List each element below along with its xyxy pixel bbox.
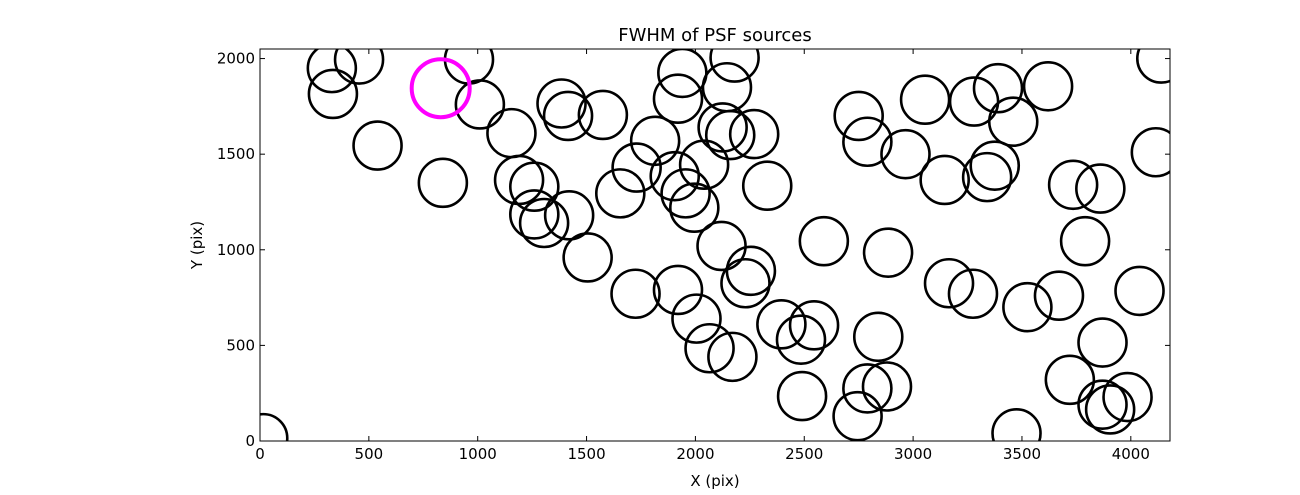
- psf-source-point: [919, 154, 970, 206]
- psf-source-point: [899, 74, 951, 125]
- psf-source-point: [417, 157, 469, 209]
- psf-source-point: [611, 142, 662, 193]
- y-tick-label: 1000: [217, 241, 255, 259]
- x-tick-label: 2500: [785, 445, 823, 463]
- psf-source-point: [741, 160, 793, 212]
- psf-source-point: [649, 150, 701, 202]
- psf-source-point: [1084, 384, 1136, 435]
- psf-source-point: [577, 89, 629, 141]
- psf-source-point: [652, 264, 704, 316]
- psf-source-point: [1077, 317, 1128, 368]
- psf-source-point: [775, 314, 827, 365]
- psf-source-point: [788, 300, 840, 351]
- psf-source-point: [1075, 163, 1126, 214]
- chart-title: FWHM of PSF sources: [618, 25, 812, 46]
- psf-source-point: [852, 311, 904, 363]
- psf-source-point: [1130, 126, 1170, 178]
- x-axis-label: X (pix): [690, 472, 739, 490]
- psf-source-point: [678, 139, 730, 190]
- psf-source-point: [923, 257, 975, 309]
- psf-source-point: [352, 120, 403, 171]
- psf-source-point: [880, 128, 931, 180]
- psf-source-point: [969, 140, 1021, 191]
- psf-source-point: [684, 322, 735, 374]
- plot-frame: [259, 48, 1171, 442]
- psf-source-point: [696, 220, 747, 272]
- psf-source-point: [704, 109, 756, 161]
- psf-source-point: [671, 293, 722, 344]
- psf-source-point: [991, 408, 1042, 441]
- psf-source-point: [660, 168, 711, 219]
- psf-source-point: [610, 268, 661, 320]
- psf-source-point: [652, 73, 704, 125]
- psf-source-point: [862, 227, 914, 278]
- highlighted-source-point: [409, 57, 472, 120]
- x-tick-label: 3000: [894, 445, 932, 463]
- psf-source-point: [307, 68, 359, 120]
- psf-source-point: [1022, 60, 1074, 112]
- psf-source-point: [842, 116, 893, 168]
- psf-source-point: [707, 331, 758, 383]
- psf-source-point: [629, 115, 681, 167]
- psf-source-point: [543, 190, 595, 241]
- psf-source-point: [832, 390, 883, 441]
- axis-ticks: 0 500 1000 1500 2000 2500 3000 3500 4000 0 500 1000…: [217, 49, 1170, 463]
- y-tick-label: 500: [226, 336, 255, 354]
- x-tick-label: 500: [355, 445, 384, 463]
- psf-source-point: [260, 412, 289, 441]
- psf-source-point: [1077, 379, 1128, 430]
- psf-source-point: [756, 299, 807, 350]
- psf-source-point: [594, 168, 646, 219]
- psf-source-point: [709, 49, 760, 83]
- y-axis-label: Y (pix): [188, 221, 206, 270]
- psf-source-point: [728, 108, 780, 160]
- psf-source-point: [1047, 159, 1099, 211]
- psf-source-point: [776, 370, 828, 422]
- psf-source-point: [562, 232, 613, 283]
- psf-source-point: [518, 197, 570, 249]
- psf-source-point: [1044, 354, 1096, 406]
- x-tick-label: 3500: [1003, 445, 1041, 463]
- psf-source-point: [669, 182, 720, 234]
- psf-source-point: [720, 257, 771, 309]
- psf-source-point: [833, 90, 884, 142]
- psf-source-point: [842, 363, 893, 414]
- psf-source-point: [542, 90, 594, 142]
- x-tick-label: 1500: [567, 445, 605, 463]
- psf-source-point: [1059, 215, 1111, 267]
- psf-source-point: [1135, 49, 1170, 84]
- x-tick-label: 0: [255, 445, 265, 463]
- points-layer: [260, 49, 1170, 441]
- psf-source-point: [1002, 281, 1053, 333]
- psf-source-point: [509, 189, 560, 240]
- psf-source-point: [333, 49, 385, 85]
- psf-source-point: [798, 215, 850, 267]
- psf-source-point: [1033, 270, 1085, 321]
- x-tick-label: 2000: [676, 445, 714, 463]
- psf-source-point: [972, 62, 1024, 114]
- psf-source-point: [961, 151, 1013, 203]
- y-tick-label: 1500: [217, 145, 255, 163]
- x-tick-label: 4000: [1112, 445, 1150, 463]
- psf-source-point: [536, 78, 587, 129]
- psf-source-point: [697, 102, 748, 153]
- psf-source-point: [1102, 371, 1153, 423]
- y-tick-label: 2000: [217, 50, 255, 68]
- psf-source-point: [306, 49, 358, 94]
- y-tick-label: 0: [245, 432, 255, 450]
- psf-source-point: [987, 96, 1039, 147]
- psf-source-point: [486, 107, 537, 159]
- psf-source-point: [1114, 265, 1165, 317]
- psf-source-point: [725, 245, 777, 297]
- psf-source-point: [861, 361, 913, 412]
- psf-source-point: [454, 79, 506, 130]
- x-tick-label: 1000: [459, 445, 497, 463]
- psf-source-point: [947, 268, 999, 320]
- psf-source-point: [509, 161, 560, 212]
